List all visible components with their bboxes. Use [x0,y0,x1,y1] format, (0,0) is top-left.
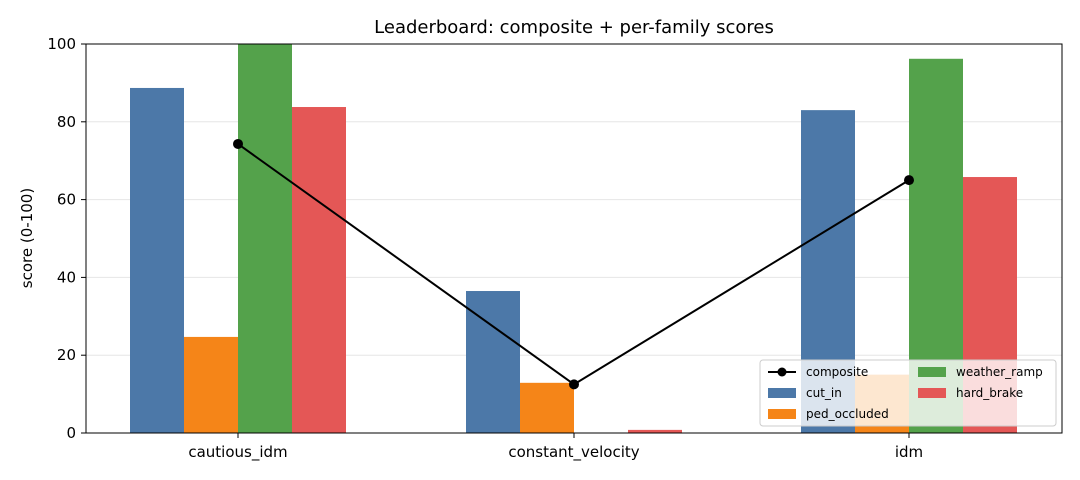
bar-ped_occluded-constant_velocity [520,382,574,433]
chart-title: Leaderboard: composite + per-family scor… [374,17,774,38]
composite-point-cautious_idm [233,138,243,149]
y-tick-label: 40 [57,268,76,286]
legend-swatch-weather_ramp [918,367,946,377]
y-tick-label: 80 [57,113,76,131]
y-tick-label: 100 [47,35,76,53]
composite-point-idm [904,175,914,186]
composite-point-constant_velocity [569,379,579,390]
legend: composite cut_in ped_occluded weather_ramph… [759,359,1057,427]
axes: 0 20 40 60 80 100 cautious_idm constant_velocit… [47,35,1063,462]
x-tick-label: idm [895,443,923,461]
y-tick-label: 0 [66,424,76,442]
composite-line [233,138,914,390]
y-axis-label: score (0-100) [18,188,36,288]
legend-label-ped_occluded: ped_occluded [806,407,889,421]
legend-box [759,359,1057,427]
legend-swatch-ped_occluded [768,409,796,419]
legend-label-composite: composite [806,365,868,379]
legend-swatch-hard_brake [918,388,946,398]
x-tick-label: cautious_idm [188,443,287,462]
bar-ped_occluded-cautious_idm [184,336,238,433]
bar-hard_brake-cautious_idm [292,107,346,433]
legend-swatch-cut_in [768,388,796,398]
bar-cut_in-cautious_idm [130,87,184,433]
bar-hard_brake-constant_velocity [628,429,682,433]
legend-label-hard_brake: hard_brake [956,386,1023,400]
x-tick-label: constant_velocity [508,443,639,462]
legend-label-cut_in: cut_in [806,386,842,400]
y-tick-label: 20 [57,346,76,364]
bar-weather_ramp-cautious_idm [238,44,292,433]
legend-marker-composite [777,367,787,377]
legend-label-weather_ramp: weather_ramp [956,365,1043,379]
y-tick-label: 60 [57,191,76,209]
